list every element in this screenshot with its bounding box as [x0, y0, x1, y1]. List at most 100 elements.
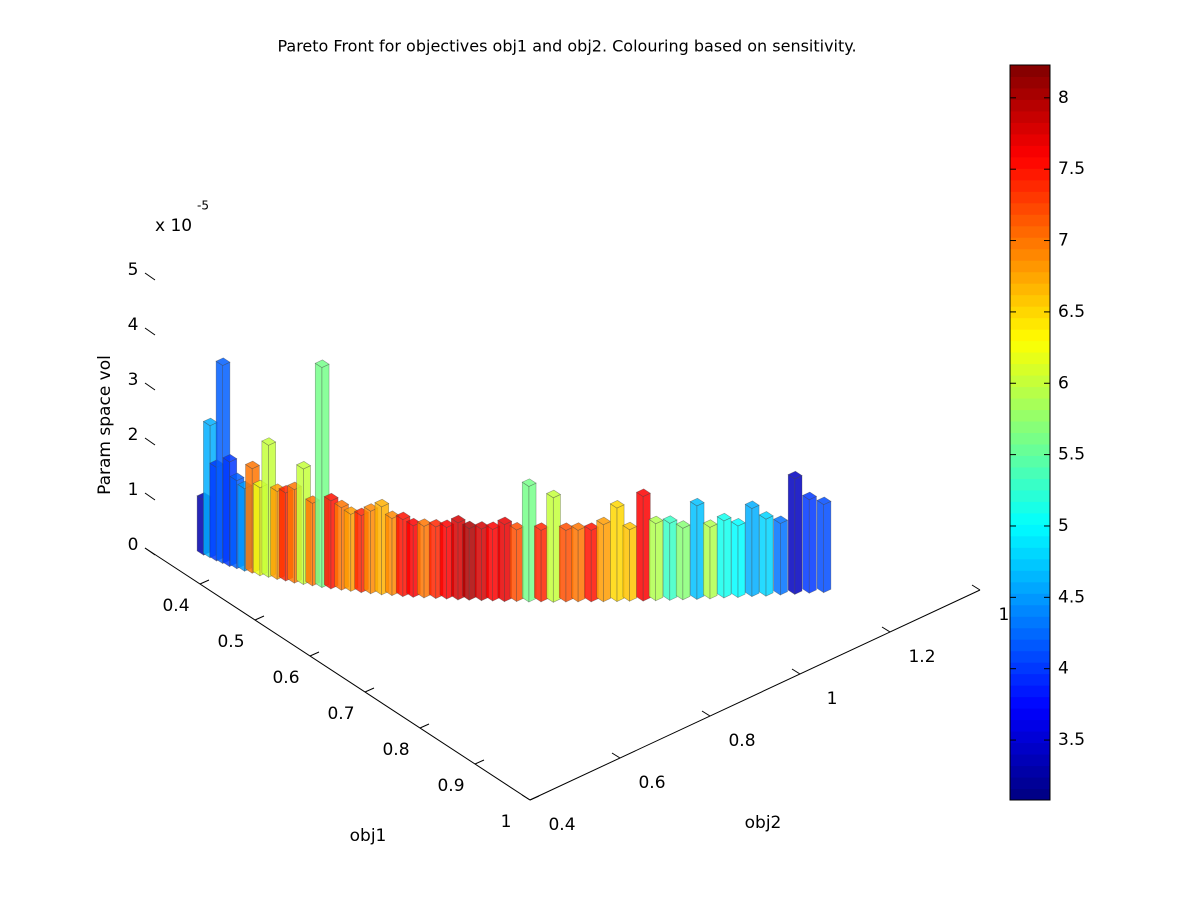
bar-front: [682, 524, 691, 601]
bar-top: [395, 511, 411, 521]
bar: [609, 500, 625, 603]
colorbar-tick-label: 7.5: [1058, 159, 1085, 179]
y-tick: [521, 794, 531, 801]
bar-side: [395, 514, 404, 598]
colorbar-band: [1010, 271, 1050, 284]
bar-side: [334, 502, 342, 591]
colorbar-band: [1010, 696, 1050, 709]
colorbar-band: [1010, 237, 1050, 250]
bar-side: [609, 503, 618, 603]
colorbar-band: [1010, 432, 1050, 445]
colorbar-band: [1010, 340, 1050, 353]
bar: [497, 516, 513, 603]
z-tick: [144, 437, 156, 446]
colorbar-band: [1010, 306, 1050, 319]
colorbar-band: [1010, 156, 1050, 169]
colorbar-band: [1010, 788, 1050, 801]
chart-title: Pareto Front for objectives obj1 and obj…: [277, 37, 856, 56]
bar-side: [716, 516, 725, 599]
colorbar-band: [1010, 386, 1050, 399]
z-tick: [144, 327, 156, 336]
colorbar-band: [1010, 65, 1050, 77]
bar-front: [723, 517, 732, 599]
bar-side: [450, 518, 459, 601]
bar: [716, 512, 732, 599]
colorbar-band: [1010, 398, 1050, 411]
bar-side: [270, 486, 278, 581]
bar-side: [296, 464, 304, 586]
colorbar-tick-label: 6: [1058, 373, 1069, 393]
colorbar-tick-label: 6.5: [1058, 302, 1085, 322]
x-tick-label: 0.9: [437, 776, 464, 796]
bar-front: [737, 522, 746, 599]
bar: [730, 518, 746, 599]
bar-top: [609, 500, 625, 509]
bar: [558, 522, 574, 603]
colorbar-band: [1010, 512, 1050, 525]
bar-top: [716, 512, 732, 522]
bar-front: [751, 504, 760, 598]
colorbar-band: [1010, 87, 1050, 100]
x-tick-label: 1: [501, 812, 512, 832]
bar-side: [816, 499, 825, 594]
bar-side: [222, 457, 230, 568]
bar-top: [222, 453, 238, 463]
colorbar-band: [1010, 421, 1050, 433]
bar-side: [802, 494, 810, 594]
colorbar-band: [1010, 547, 1050, 560]
bar: [521, 478, 537, 603]
bar-top: [374, 498, 390, 508]
colorbar-band: [1010, 225, 1050, 238]
bar-side: [314, 362, 323, 589]
bar-side: [253, 482, 261, 577]
z-tick-label: 0: [128, 535, 139, 555]
bar-side: [428, 522, 437, 600]
colorbar-band: [1010, 639, 1050, 652]
bar-top: [744, 500, 760, 509]
y-tick: [701, 710, 711, 717]
colorbar-band: [1010, 145, 1050, 158]
colorbar-band: [1010, 742, 1050, 755]
z-tick-label: 1: [128, 480, 139, 500]
y-tick: [791, 668, 801, 675]
bar-front: [602, 520, 611, 603]
bar-top: [689, 497, 705, 507]
bar-top: [635, 488, 651, 497]
z-tick-label: 5: [128, 260, 139, 280]
bar: [533, 522, 549, 603]
colorbar-band: [1010, 662, 1050, 675]
colorbar-band: [1010, 570, 1050, 583]
bar-side: [509, 525, 517, 603]
bar-side: [596, 519, 604, 603]
y-tick: [881, 626, 891, 633]
bar-top: [497, 516, 513, 525]
colorbar-band: [1010, 627, 1050, 640]
colorbar-tick-label: 8: [1058, 88, 1069, 108]
z-tick: [144, 492, 156, 501]
colorbar-band: [1010, 352, 1050, 365]
bar-side: [558, 525, 567, 603]
bar: [787, 470, 803, 595]
bar-top: [801, 491, 818, 501]
colorbar-band: [1010, 133, 1050, 146]
colorbar-band: [1010, 685, 1050, 698]
colorbar-band: [1010, 168, 1050, 181]
colorbar-band: [1010, 616, 1050, 629]
bar-front: [808, 495, 817, 594]
bar-front: [823, 500, 832, 594]
z-tick: [144, 272, 156, 281]
bar-side: [730, 521, 739, 599]
colorbar-band: [1010, 754, 1050, 767]
bar: [662, 515, 678, 601]
x-tick: [529, 795, 540, 801]
bar-side: [675, 523, 684, 601]
colorbar-band: [1010, 535, 1050, 548]
bar-front: [577, 526, 586, 603]
bar-top: [662, 515, 678, 524]
bar-side: [462, 523, 470, 601]
bar-side: [521, 481, 530, 603]
bar-side: [787, 474, 796, 595]
z-tick-label: 4: [128, 315, 139, 335]
bar-side: [237, 483, 245, 572]
